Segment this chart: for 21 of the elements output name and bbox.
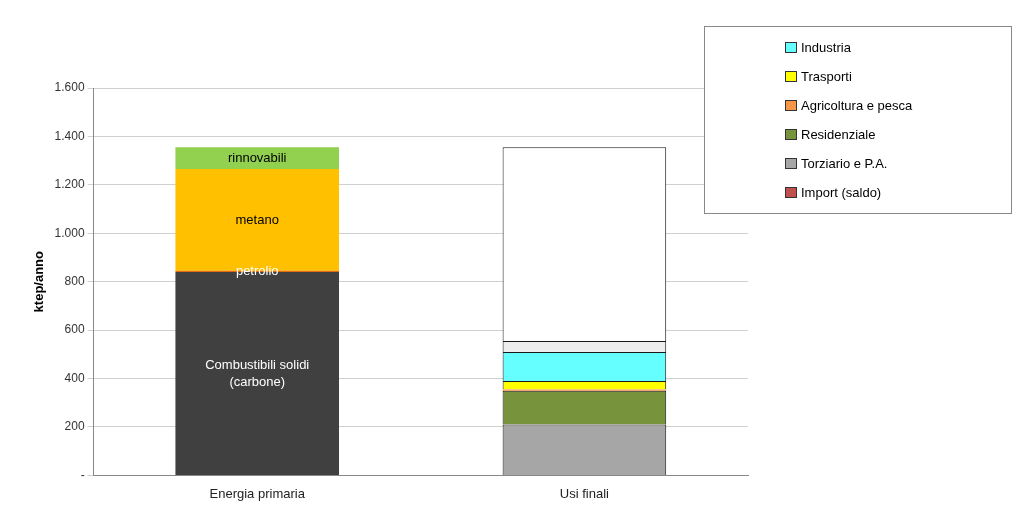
y-tick-label: 1.200 <box>54 177 85 192</box>
legend-label: Trasporti <box>801 69 852 84</box>
y-tick-label: 1.400 <box>54 128 85 143</box>
legend-label: Agricoltura e pesca <box>801 98 913 113</box>
x-tick-label: Energia primaria <box>209 485 306 501</box>
legend-label: Import (saldo) <box>801 185 882 200</box>
series-label: Combustibili solidi (carbone) <box>205 356 310 389</box>
legend-label: Residenziale <box>801 127 876 142</box>
series-label: metano <box>235 211 279 227</box>
y-tick-label: 1.000 <box>54 225 85 240</box>
legend-label: Industria <box>801 40 851 55</box>
y-tick-label: 600 <box>64 322 85 337</box>
series-label: rinnovabili <box>227 149 287 165</box>
y-tick-label: 1.600 <box>54 80 85 95</box>
x-tick-label: Usi finali <box>559 485 610 501</box>
y-tick-label: - <box>80 467 85 482</box>
legend-label: Torziario e P.A. <box>801 156 888 171</box>
y-axis-title: ktep/anno <box>31 250 47 313</box>
y-tick-label: 400 <box>64 370 85 385</box>
y-tick-label: 200 <box>64 419 85 434</box>
y-tick-label: 800 <box>64 274 85 289</box>
